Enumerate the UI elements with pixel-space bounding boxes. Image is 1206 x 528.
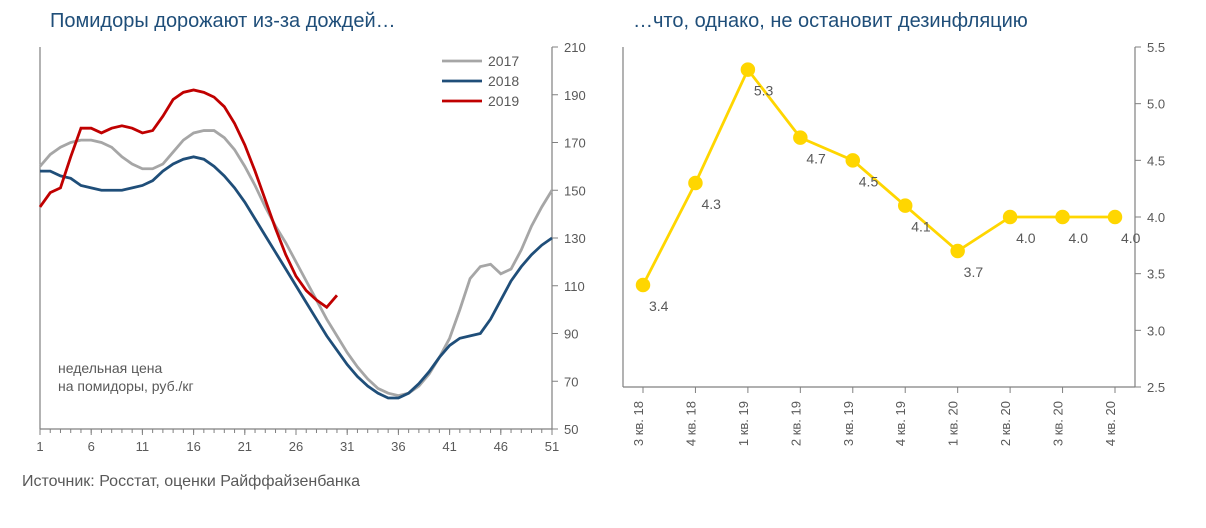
y-tick-label: 110: [564, 279, 585, 294]
x-tick-label: 3 кв. 19: [841, 401, 856, 446]
series-line-2017: [40, 131, 552, 396]
x-tick-label: 2 кв. 19: [788, 401, 803, 446]
value-label: 4.0: [1016, 230, 1036, 246]
value-label: 4.7: [806, 151, 826, 167]
y-tick-label: 5.0: [1147, 97, 1165, 112]
x-tick-label: 3 кв. 20: [1051, 401, 1066, 446]
data-marker: [794, 132, 806, 144]
right-chart-title: …что, однако, не остановит дезинфляцию: [633, 10, 1186, 33]
legend-label: 2019: [488, 93, 519, 109]
source-text: Источник: Росстат, оценки Райффайзенбанк…: [22, 473, 1206, 491]
x-tick-label: 4 кв. 18: [683, 401, 698, 446]
data-marker: [689, 177, 701, 189]
right-chart-svg: 2.5 3.0 3.5 4.0 4.5 5.0 5.5 3 кв. 18 4 кв. 18 1 к…: [603, 39, 1183, 469]
x-tick-label: 6: [88, 439, 95, 454]
x-tick-label: 41: [442, 439, 456, 454]
value-label: 5.3: [754, 83, 774, 99]
value-label: 4.0: [1069, 230, 1089, 246]
y-tick-label: 150: [564, 183, 586, 198]
data-marker: [1057, 211, 1069, 223]
legend-label: 2018: [488, 73, 519, 89]
left-chart-title: Помидоры дорожают из-за дождей…: [50, 10, 603, 33]
series-line: [643, 70, 1115, 285]
x-tick-label: 31: [340, 439, 354, 454]
x-tick-label: 1 кв. 20: [946, 401, 961, 446]
x-tick-label: 3 кв. 18: [631, 401, 646, 446]
value-label: 3.4: [649, 298, 669, 314]
left-chart-block: Помидоры дорожают из-за дождей… 16111621…: [20, 10, 603, 469]
x-tick-label: 16: [186, 439, 200, 454]
x-tick-label: 46: [494, 439, 508, 454]
data-marker: [847, 154, 859, 166]
data-marker: [1004, 211, 1016, 223]
value-label: 4.3: [701, 196, 721, 212]
right-chart-block: …что, однако, не остановит дезинфляцию 2…: [603, 10, 1186, 469]
y-tick-label: 5.5: [1147, 40, 1165, 55]
x-tick-label: 2 кв. 20: [998, 401, 1013, 446]
y-tick-label: 3.0: [1147, 323, 1165, 338]
x-tick-label: 36: [391, 439, 405, 454]
y-tick-label: 170: [564, 136, 586, 151]
left-chart-svg: 1611162126313641465150709011013015017019…: [20, 39, 600, 469]
legend-label: 2017: [488, 53, 519, 69]
x-tick-label: 4 кв. 20: [1103, 401, 1118, 446]
x-tick-label: 1 кв. 19: [736, 401, 751, 446]
data-marker: [742, 64, 754, 76]
y-tick-label: 210: [564, 40, 586, 55]
y-tick-label: 3.5: [1147, 267, 1165, 282]
y-tick-label: 50: [564, 422, 578, 437]
left-chart-annotation: на помидоры, руб./кг: [58, 378, 194, 394]
value-label: 4.1: [911, 219, 931, 235]
value-label: 4.0: [1121, 230, 1141, 246]
y-tick-label: 70: [564, 374, 578, 389]
y-tick-label: 4.5: [1147, 153, 1165, 168]
charts-row: Помидоры дорожают из-за дождей… 16111621…: [0, 0, 1206, 469]
data-marker: [637, 279, 649, 291]
y-tick-label: 130: [564, 231, 586, 246]
value-label: 4.5: [859, 173, 879, 189]
left-chart-annotation: недельная цена: [58, 360, 163, 376]
data-marker: [952, 245, 964, 257]
y-tick-label: 2.5: [1147, 380, 1165, 395]
y-tick-label: 190: [564, 88, 586, 103]
x-tick-label: 1: [36, 439, 43, 454]
page: { "source_text": "Источник: Росстат, оце…: [0, 0, 1206, 528]
x-tick-label: 21: [238, 439, 252, 454]
data-marker: [899, 200, 911, 212]
x-tick-label: 4 кв. 19: [893, 401, 908, 446]
x-tick-label: 11: [136, 439, 150, 454]
data-marker: [1109, 211, 1121, 223]
value-label: 3.7: [964, 264, 984, 280]
y-tick-label: 90: [564, 327, 578, 342]
x-tick-label: 51: [545, 439, 559, 454]
y-tick-label: 4.0: [1147, 210, 1165, 225]
x-tick-label: 26: [289, 439, 303, 454]
series-line-2019: [40, 90, 337, 307]
